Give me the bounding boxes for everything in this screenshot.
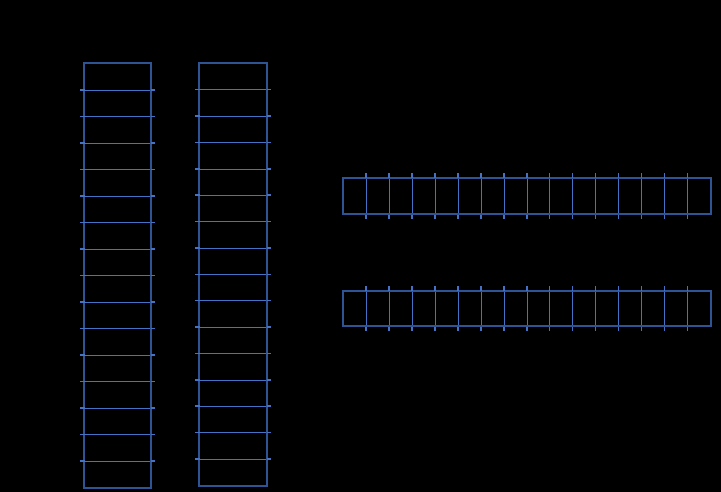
grid-cell[interactable] xyxy=(434,286,458,331)
grid-cell[interactable] xyxy=(526,173,550,219)
grid-cell[interactable] xyxy=(640,286,664,331)
grid-cell[interactable] xyxy=(411,173,435,219)
grid-cell[interactable] xyxy=(457,286,481,331)
grid-cell[interactable] xyxy=(388,286,412,331)
grid-cell[interactable] xyxy=(195,273,271,300)
grid-cell[interactable] xyxy=(80,433,155,461)
vertical-strip-left xyxy=(80,62,155,489)
grid-cell[interactable] xyxy=(571,173,595,219)
grid-cell[interactable] xyxy=(80,142,155,170)
grid-cell[interactable] xyxy=(365,286,389,331)
grid-cell[interactable] xyxy=(344,292,366,325)
grid-cell[interactable] xyxy=(80,195,155,223)
grid-cell[interactable] xyxy=(663,173,687,219)
grid-cell[interactable] xyxy=(80,354,155,382)
vertical-strip-right xyxy=(195,62,271,487)
grid-cell[interactable] xyxy=(80,460,155,488)
grid-cell[interactable] xyxy=(388,173,412,219)
grid-cell[interactable] xyxy=(80,89,155,117)
grid-cell[interactable] xyxy=(80,301,155,329)
grid-cell[interactable] xyxy=(457,173,481,219)
grid-cell[interactable] xyxy=(195,299,271,326)
grid-cell[interactable] xyxy=(195,458,271,485)
grid-cell[interactable] xyxy=(195,141,271,168)
grid-cell[interactable] xyxy=(85,64,150,90)
grid-cell[interactable] xyxy=(80,221,155,249)
grid-cell[interactable] xyxy=(195,247,271,274)
grid-cell[interactable] xyxy=(411,286,435,331)
grid-cell[interactable] xyxy=(344,179,366,213)
grid-cell[interactable] xyxy=(526,286,550,331)
grid-cell[interactable] xyxy=(434,173,458,219)
grid-cell[interactable] xyxy=(503,286,527,331)
horizontal-strip-top xyxy=(342,173,712,219)
grid-cell[interactable] xyxy=(365,173,389,219)
grid-cell[interactable] xyxy=(80,407,155,435)
grid-cell[interactable] xyxy=(80,327,155,355)
grid-cell[interactable] xyxy=(195,431,271,458)
grid-cell[interactable] xyxy=(195,378,271,406)
grid-cell[interactable] xyxy=(195,115,271,142)
grid-cell[interactable] xyxy=(548,286,572,331)
grid-cell[interactable] xyxy=(548,173,572,219)
grid-cell[interactable] xyxy=(195,405,271,432)
grid-cell[interactable] xyxy=(195,88,271,115)
grid-cell[interactable] xyxy=(80,115,155,143)
grid-cell[interactable] xyxy=(195,194,271,221)
grid-cell[interactable] xyxy=(195,220,271,247)
grid-cell[interactable] xyxy=(195,167,271,195)
grid-cell[interactable] xyxy=(200,64,266,89)
grid-cell[interactable] xyxy=(686,173,710,219)
grid-cell[interactable] xyxy=(617,286,641,331)
grid-cell[interactable] xyxy=(80,248,155,276)
grid-cell[interactable] xyxy=(480,286,504,331)
grid-cell[interactable] xyxy=(640,173,664,219)
grid-cell[interactable] xyxy=(80,168,155,196)
grid-cell[interactable] xyxy=(686,286,710,331)
grid-cell[interactable] xyxy=(503,173,527,219)
grid-cell[interactable] xyxy=(80,274,155,302)
grid-cell[interactable] xyxy=(80,380,155,408)
grid-cell[interactable] xyxy=(195,326,271,353)
grid-cell[interactable] xyxy=(663,286,687,331)
horizontal-strip-bottom xyxy=(342,286,712,331)
grid-cell[interactable] xyxy=(594,173,618,219)
grid-cell[interactable] xyxy=(594,286,618,331)
grid-cell[interactable] xyxy=(195,352,271,379)
grid-cell[interactable] xyxy=(571,286,595,331)
grid-cell[interactable] xyxy=(617,173,641,219)
grid-cell[interactable] xyxy=(480,173,504,219)
